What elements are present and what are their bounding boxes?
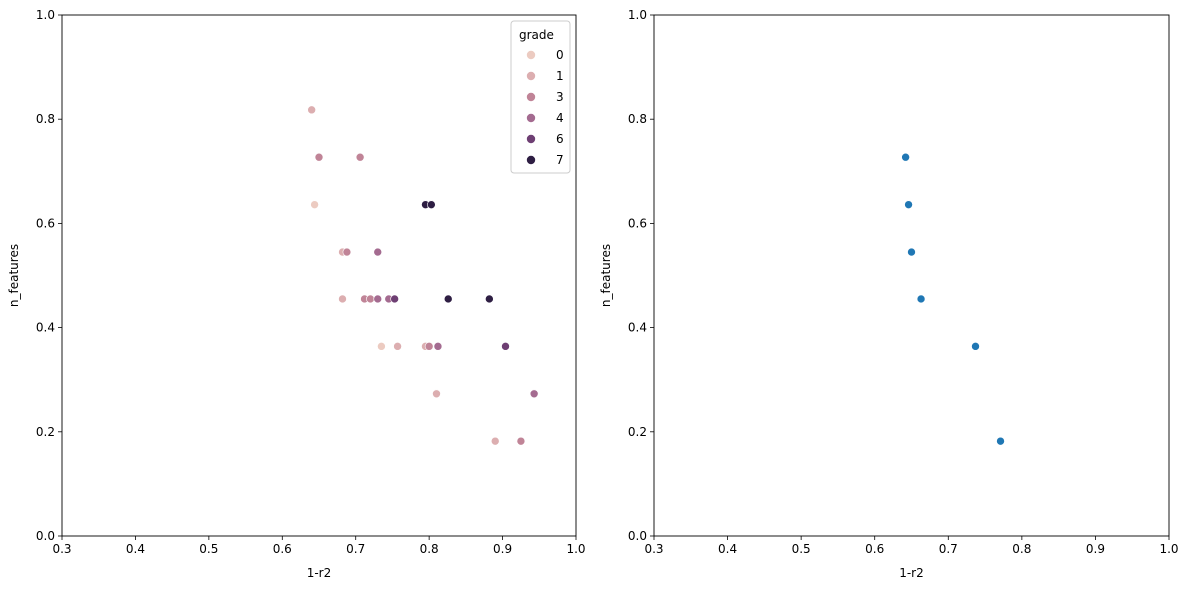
y-tick-label: 0.0 <box>36 529 55 543</box>
data-point <box>373 247 383 257</box>
legend-marker <box>526 71 536 81</box>
data-point <box>516 436 526 446</box>
data-point <box>314 152 324 162</box>
legend-box <box>510 20 571 174</box>
y-tick-label: 0.2 <box>36 425 55 439</box>
data-point <box>904 200 913 209</box>
data-point <box>907 247 916 257</box>
x-axis-label: 1-r2 <box>307 566 332 580</box>
x-tick-label: 0.4 <box>126 542 145 556</box>
legend-title: grade <box>519 28 554 42</box>
chart-panel-1: 0.3 0.4 0.5 0.6 0.7 0.8 0.9 1.0 0.0 0.2 0.4 0.6 0.8 1… <box>7 8 586 580</box>
x-tick-label: 0.7 <box>346 542 365 556</box>
data-point <box>390 294 399 304</box>
x-tick-label: 0.4 <box>718 542 737 556</box>
plot-area-frame <box>653 14 1170 537</box>
y-tick-label: 0.4 <box>628 321 647 335</box>
data-point <box>432 389 441 399</box>
y-tick-label: 0.6 <box>36 216 55 230</box>
y-tick-label: 0.6 <box>628 216 647 230</box>
legend-entry-label: 1 <box>556 69 564 83</box>
y-tick-label: 0.4 <box>36 321 55 335</box>
y-tick-label: 0.2 <box>628 425 647 439</box>
x-axis-label: 1-r2 <box>899 566 924 580</box>
data-point <box>901 152 910 162</box>
x-tick-label: 0.7 <box>939 542 958 556</box>
data-point <box>996 436 1005 446</box>
data-point <box>501 342 510 351</box>
data-point <box>490 436 500 446</box>
data-point <box>338 294 347 304</box>
data-point <box>307 105 316 115</box>
legend-entry-label: 3 <box>556 90 564 104</box>
data-point <box>310 200 319 209</box>
x-tick-label: 1.0 <box>566 542 585 556</box>
y-axis-label: n_features <box>599 244 613 307</box>
data-point <box>443 294 453 304</box>
y-tick-label: 0.8 <box>628 112 647 126</box>
legend-entry-label: 0 <box>556 48 564 62</box>
data-point <box>424 342 434 351</box>
x-tick-label: 1.0 <box>1159 542 1178 556</box>
x-tick-label: 0.9 <box>493 542 512 556</box>
y-tick-label: 1.0 <box>628 8 647 22</box>
data-point <box>377 342 386 351</box>
legend-marker <box>526 50 536 60</box>
legend-marker <box>526 92 536 102</box>
data-point <box>355 152 365 162</box>
chart-panel-2: 0.3 0.4 0.5 0.6 0.7 0.8 0.9 1.0 0.0 0.2 0.4 0.6 0.8 1… <box>599 8 1179 580</box>
legend-marker <box>526 155 536 165</box>
x-tick-label: 0.9 <box>1086 542 1105 556</box>
y-axis-label: n_features <box>7 244 21 307</box>
data-point <box>916 294 926 304</box>
x-tick-label: 0.3 <box>52 542 71 556</box>
x-tick-label: 0.5 <box>199 542 218 556</box>
data-point <box>427 200 436 209</box>
legend-entry-label: 4 <box>556 111 564 125</box>
y-tick-label: 0.0 <box>628 529 647 543</box>
plot-area-frame <box>61 14 577 537</box>
x-tick-label: 0.6 <box>865 542 884 556</box>
data-point <box>433 342 443 351</box>
legend-entry-label: 6 <box>556 132 564 146</box>
x-tick-label: 0.6 <box>273 542 292 556</box>
data-point <box>342 247 352 257</box>
x-tick-label: 0.8 <box>420 542 439 556</box>
data-point <box>485 294 494 304</box>
legend-marker <box>526 134 536 144</box>
x-tick-label: 0.8 <box>1012 542 1031 556</box>
data-point <box>366 294 375 304</box>
y-tick-label: 1.0 <box>36 8 55 22</box>
x-tick-label: 0.5 <box>792 542 811 556</box>
data-point <box>971 342 980 351</box>
y-tick-label: 0.8 <box>36 112 55 126</box>
legend-entry-label: 7 <box>556 153 564 167</box>
data-point <box>373 294 383 304</box>
legend-marker <box>526 113 536 123</box>
data-point <box>529 389 539 399</box>
data-point <box>393 342 402 351</box>
x-tick-label: 0.3 <box>644 542 663 556</box>
